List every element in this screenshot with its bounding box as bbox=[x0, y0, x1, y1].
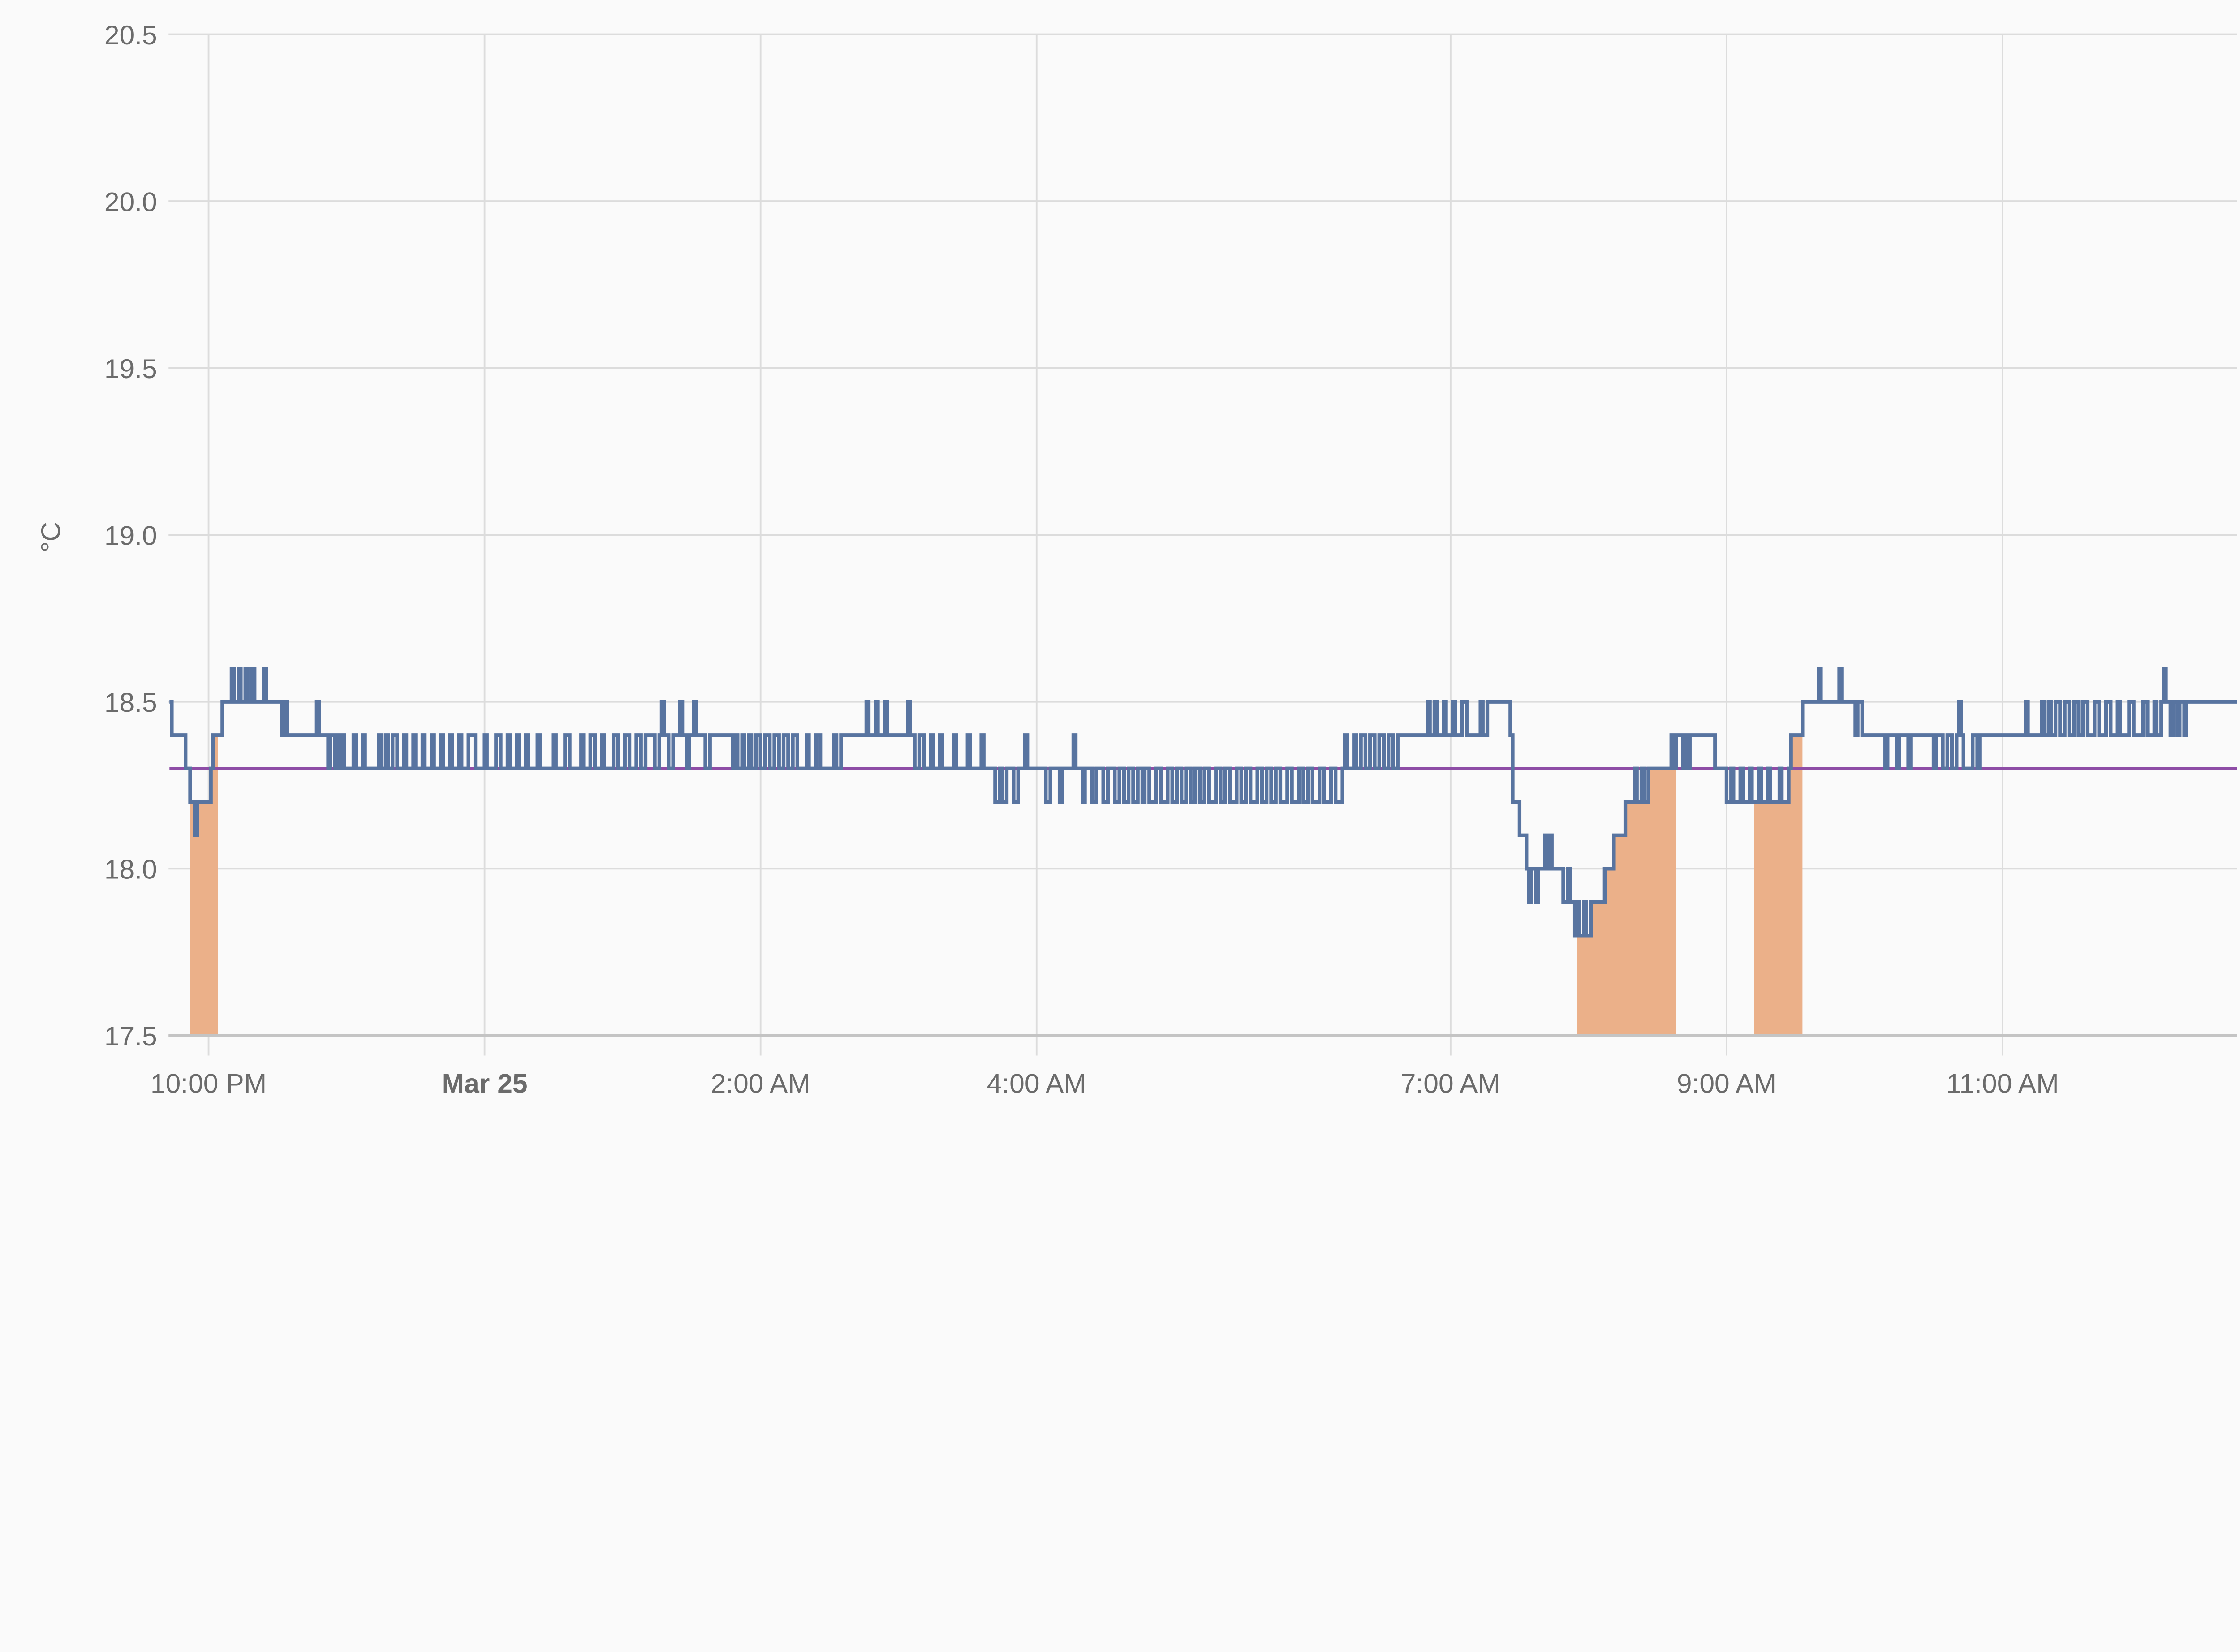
heating-area bbox=[1754, 735, 1803, 1036]
heating-areas bbox=[190, 735, 1803, 1036]
temperature-chart: 17.5 18.0 18.5 19.0 19.5 20.0 20.5 10:00 PM Mar… bbox=[35, 20, 2237, 1098]
x-tick-label: 7:00 AM bbox=[1401, 1068, 1500, 1098]
y-tick-label: 19.5 bbox=[104, 353, 157, 384]
x-axis-tick-labels: 10:00 PM Mar 25 2:00 AM 4:00 AM 7:00 AM 9:00 … bbox=[151, 1068, 2059, 1098]
x-tick-label: 11:00 AM bbox=[1946, 1068, 2059, 1098]
y-tick-label: 19.0 bbox=[104, 521, 157, 551]
x-gridlines bbox=[207, 34, 2003, 1056]
y-tick-label: 20.0 bbox=[104, 186, 157, 217]
y-tick-label: 20.5 bbox=[104, 20, 157, 50]
y-tick-label: 18.5 bbox=[104, 687, 157, 718]
x-tick-label: Mar 25 bbox=[442, 1068, 528, 1098]
y-axis-label: °C bbox=[35, 522, 66, 552]
heating-area bbox=[190, 735, 218, 1036]
heating-area bbox=[1577, 735, 1676, 1036]
y-gridlines bbox=[168, 33, 2237, 1037]
x-tick-label: 10:00 PM bbox=[151, 1068, 267, 1098]
x-tick-label: 9:00 AM bbox=[1677, 1068, 1776, 1098]
y-tick-label: 18.0 bbox=[104, 854, 157, 885]
x-tick-label: 4:00 AM bbox=[987, 1068, 1086, 1098]
x-tick-label: 2:00 AM bbox=[711, 1068, 810, 1098]
y-tick-label: 17.5 bbox=[104, 1021, 157, 1051]
y-axis-tick-labels: 17.5 18.0 18.5 19.0 19.5 20.0 20.5 bbox=[104, 20, 157, 1051]
temperature-line bbox=[169, 667, 2237, 938]
